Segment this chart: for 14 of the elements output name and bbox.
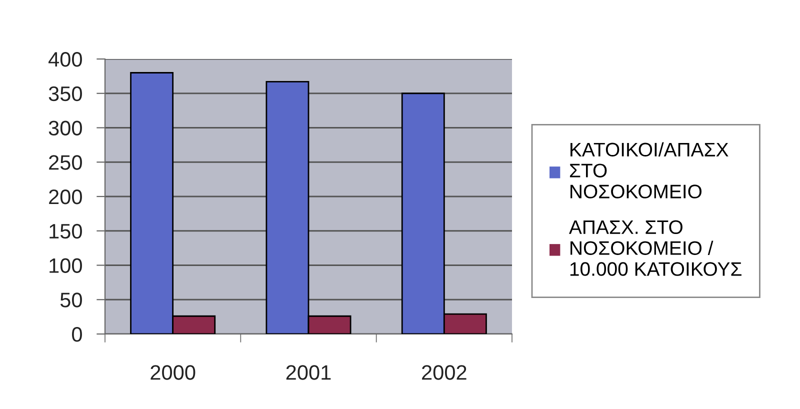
y-tick-label: 200 [49, 190, 82, 204]
x-tick-label: 2000 [150, 365, 196, 380]
x-tick-label: 2001 [286, 365, 331, 380]
y-tick-label: 50 [60, 292, 82, 308]
y-tick-label: 350 [48, 86, 82, 102]
legend-label: ΑΠΑΣΧ. ΣΤΟ ΝΟΣΟΚΟΜΕΙΟ / 10.000 ΚΑΤΟΙΚΟΥΣ [568, 220, 742, 276]
y-tick-label: 250 [49, 155, 82, 170]
legend-label: ΚΑΤΟΙΚΟΙ/ΑΠΑΣΧ ΣΤΟ ΝΟΣΟΚΟΜΕΙΟ [570, 142, 728, 198]
y-tick-label: 150 [50, 224, 82, 239]
y-tick-label: 100 [50, 258, 82, 274]
y-tick-label: 400 [48, 52, 82, 67]
y-tick-label: 0 [72, 327, 82, 342]
x-tick-label: 2002 [422, 365, 466, 380]
y-tick-label: 300 [48, 120, 82, 136]
